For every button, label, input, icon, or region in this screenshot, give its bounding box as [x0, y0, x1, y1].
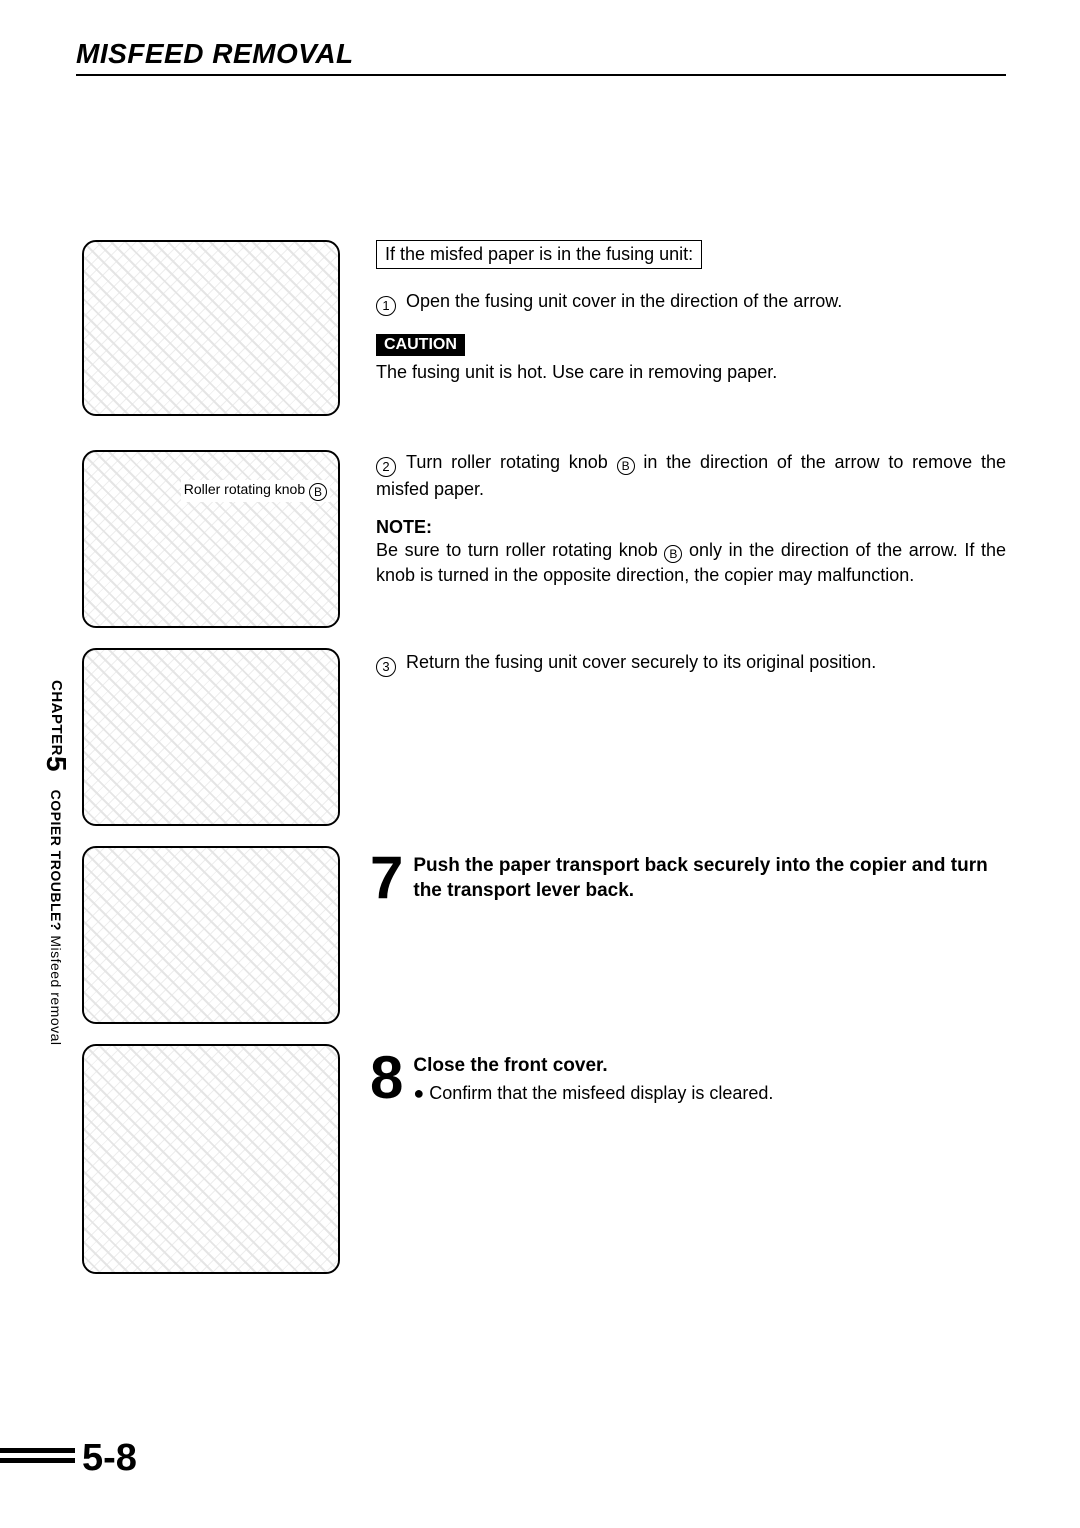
- side-line2: Misfeed removal: [48, 931, 64, 1046]
- page-title: MISFEED REMOVAL: [76, 38, 354, 70]
- step-7-block: 7 Push the paper transport back securely…: [370, 848, 1010, 908]
- page-number: 5-8: [82, 1437, 137, 1480]
- fusing-step-2: 2Turn roller rotating knob B in the dire…: [376, 450, 1006, 501]
- step-7-title: Push the paper transport back securely i…: [413, 848, 1010, 908]
- caution-text: The fusing unit is hot. Use care in remo…: [376, 360, 1006, 384]
- side-chapter-label: CHAPTER: [48, 680, 65, 756]
- caution-block: CAUTION: [376, 334, 1006, 356]
- side-line1: COPIER TROUBLE?: [48, 790, 64, 931]
- step2-letter-circle: B: [617, 457, 635, 475]
- illustration-transport: [82, 846, 340, 1024]
- fusing-step-1: 1 Open the fusing unit cover in the direc…: [376, 289, 1006, 316]
- content-block-fusing: If the misfed paper is in the fusing uni…: [376, 240, 1006, 384]
- circled-1-icon: 1: [376, 296, 396, 316]
- note-block: NOTE: Be sure to turn roller rotating kn…: [376, 517, 1006, 587]
- content-block-return: 3 Return the fusing unit cover securely t…: [376, 650, 1006, 677]
- step-8-number: 8: [370, 1048, 403, 1108]
- step-8-bullet-text: Confirm that the misfeed display is clea…: [429, 1083, 773, 1103]
- step-8-bullet: ● Confirm that the misfeed display is cl…: [413, 1083, 773, 1104]
- fusing-step1-text: Open the fusing unit cover in the direct…: [406, 291, 842, 311]
- step-8-block: 8 Close the front cover. ● Confirm that …: [370, 1048, 1010, 1108]
- illustration-front-cover: [82, 1044, 340, 1274]
- step3-text: Return the fusing unit cover securely to…: [406, 652, 876, 672]
- knob-label: Roller rotating knob B: [181, 480, 330, 502]
- side-chapter-number: 5: [41, 756, 72, 772]
- illustration-fusing-cover: [82, 240, 340, 416]
- content-block-knob: 2Turn roller rotating knob B in the dire…: [376, 450, 1006, 587]
- side-text: CHAPTER5 COPIER TROUBLE? Misfeed removal: [40, 680, 72, 1046]
- circled-2-icon: 2: [376, 457, 396, 477]
- fusing-step-3: 3 Return the fusing unit cover securely t…: [376, 650, 1006, 677]
- illustration-return-cover: [82, 648, 340, 826]
- illustration-roller-knob: Roller rotating knob B: [82, 450, 340, 628]
- circled-3-icon: 3: [376, 657, 396, 677]
- step2-pre: Turn roller rotating knob: [406, 452, 617, 472]
- title-rule: [76, 74, 1006, 76]
- chapter-side-tab: CHAPTER5 COPIER TROUBLE? Misfeed removal: [40, 680, 70, 1080]
- step-8-title: Close the front cover.: [413, 1054, 773, 1079]
- caution-badge: CAUTION: [376, 334, 465, 356]
- fusing-intro-box: If the misfed paper is in the fusing uni…: [376, 240, 702, 269]
- knob-label-text: Roller rotating knob: [184, 481, 305, 497]
- note-letter-circle: B: [664, 545, 682, 563]
- note-pre: Be sure to turn roller rotating knob: [376, 540, 664, 560]
- knob-letter-circle: B: [309, 483, 327, 501]
- note-label: NOTE:: [376, 517, 1006, 538]
- note-text: Be sure to turn roller rotating knob B o…: [376, 538, 1006, 587]
- page-number-bars: [0, 1448, 75, 1468]
- step-7-number: 7: [370, 848, 403, 908]
